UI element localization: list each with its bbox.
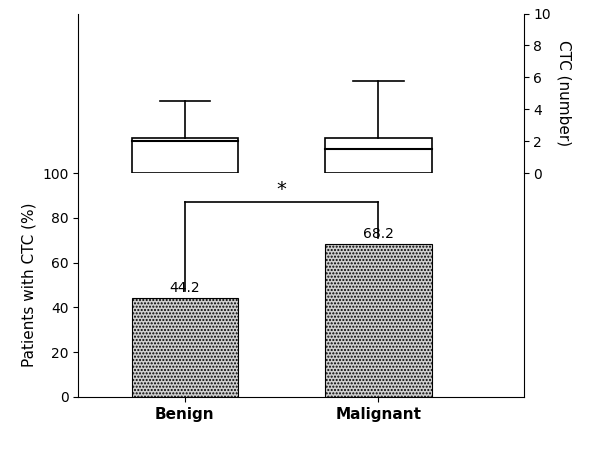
Bar — [325, 138, 432, 173]
Bar — [325, 244, 432, 397]
Y-axis label: CTC (number): CTC (number) — [557, 40, 572, 147]
Bar — [131, 298, 238, 397]
Bar — [131, 138, 238, 173]
Text: 68.2: 68.2 — [363, 227, 394, 241]
Y-axis label: Patients with CTC (%): Patients with CTC (%) — [22, 203, 37, 367]
Text: *: * — [277, 180, 287, 199]
Text: 44.2: 44.2 — [170, 281, 200, 295]
